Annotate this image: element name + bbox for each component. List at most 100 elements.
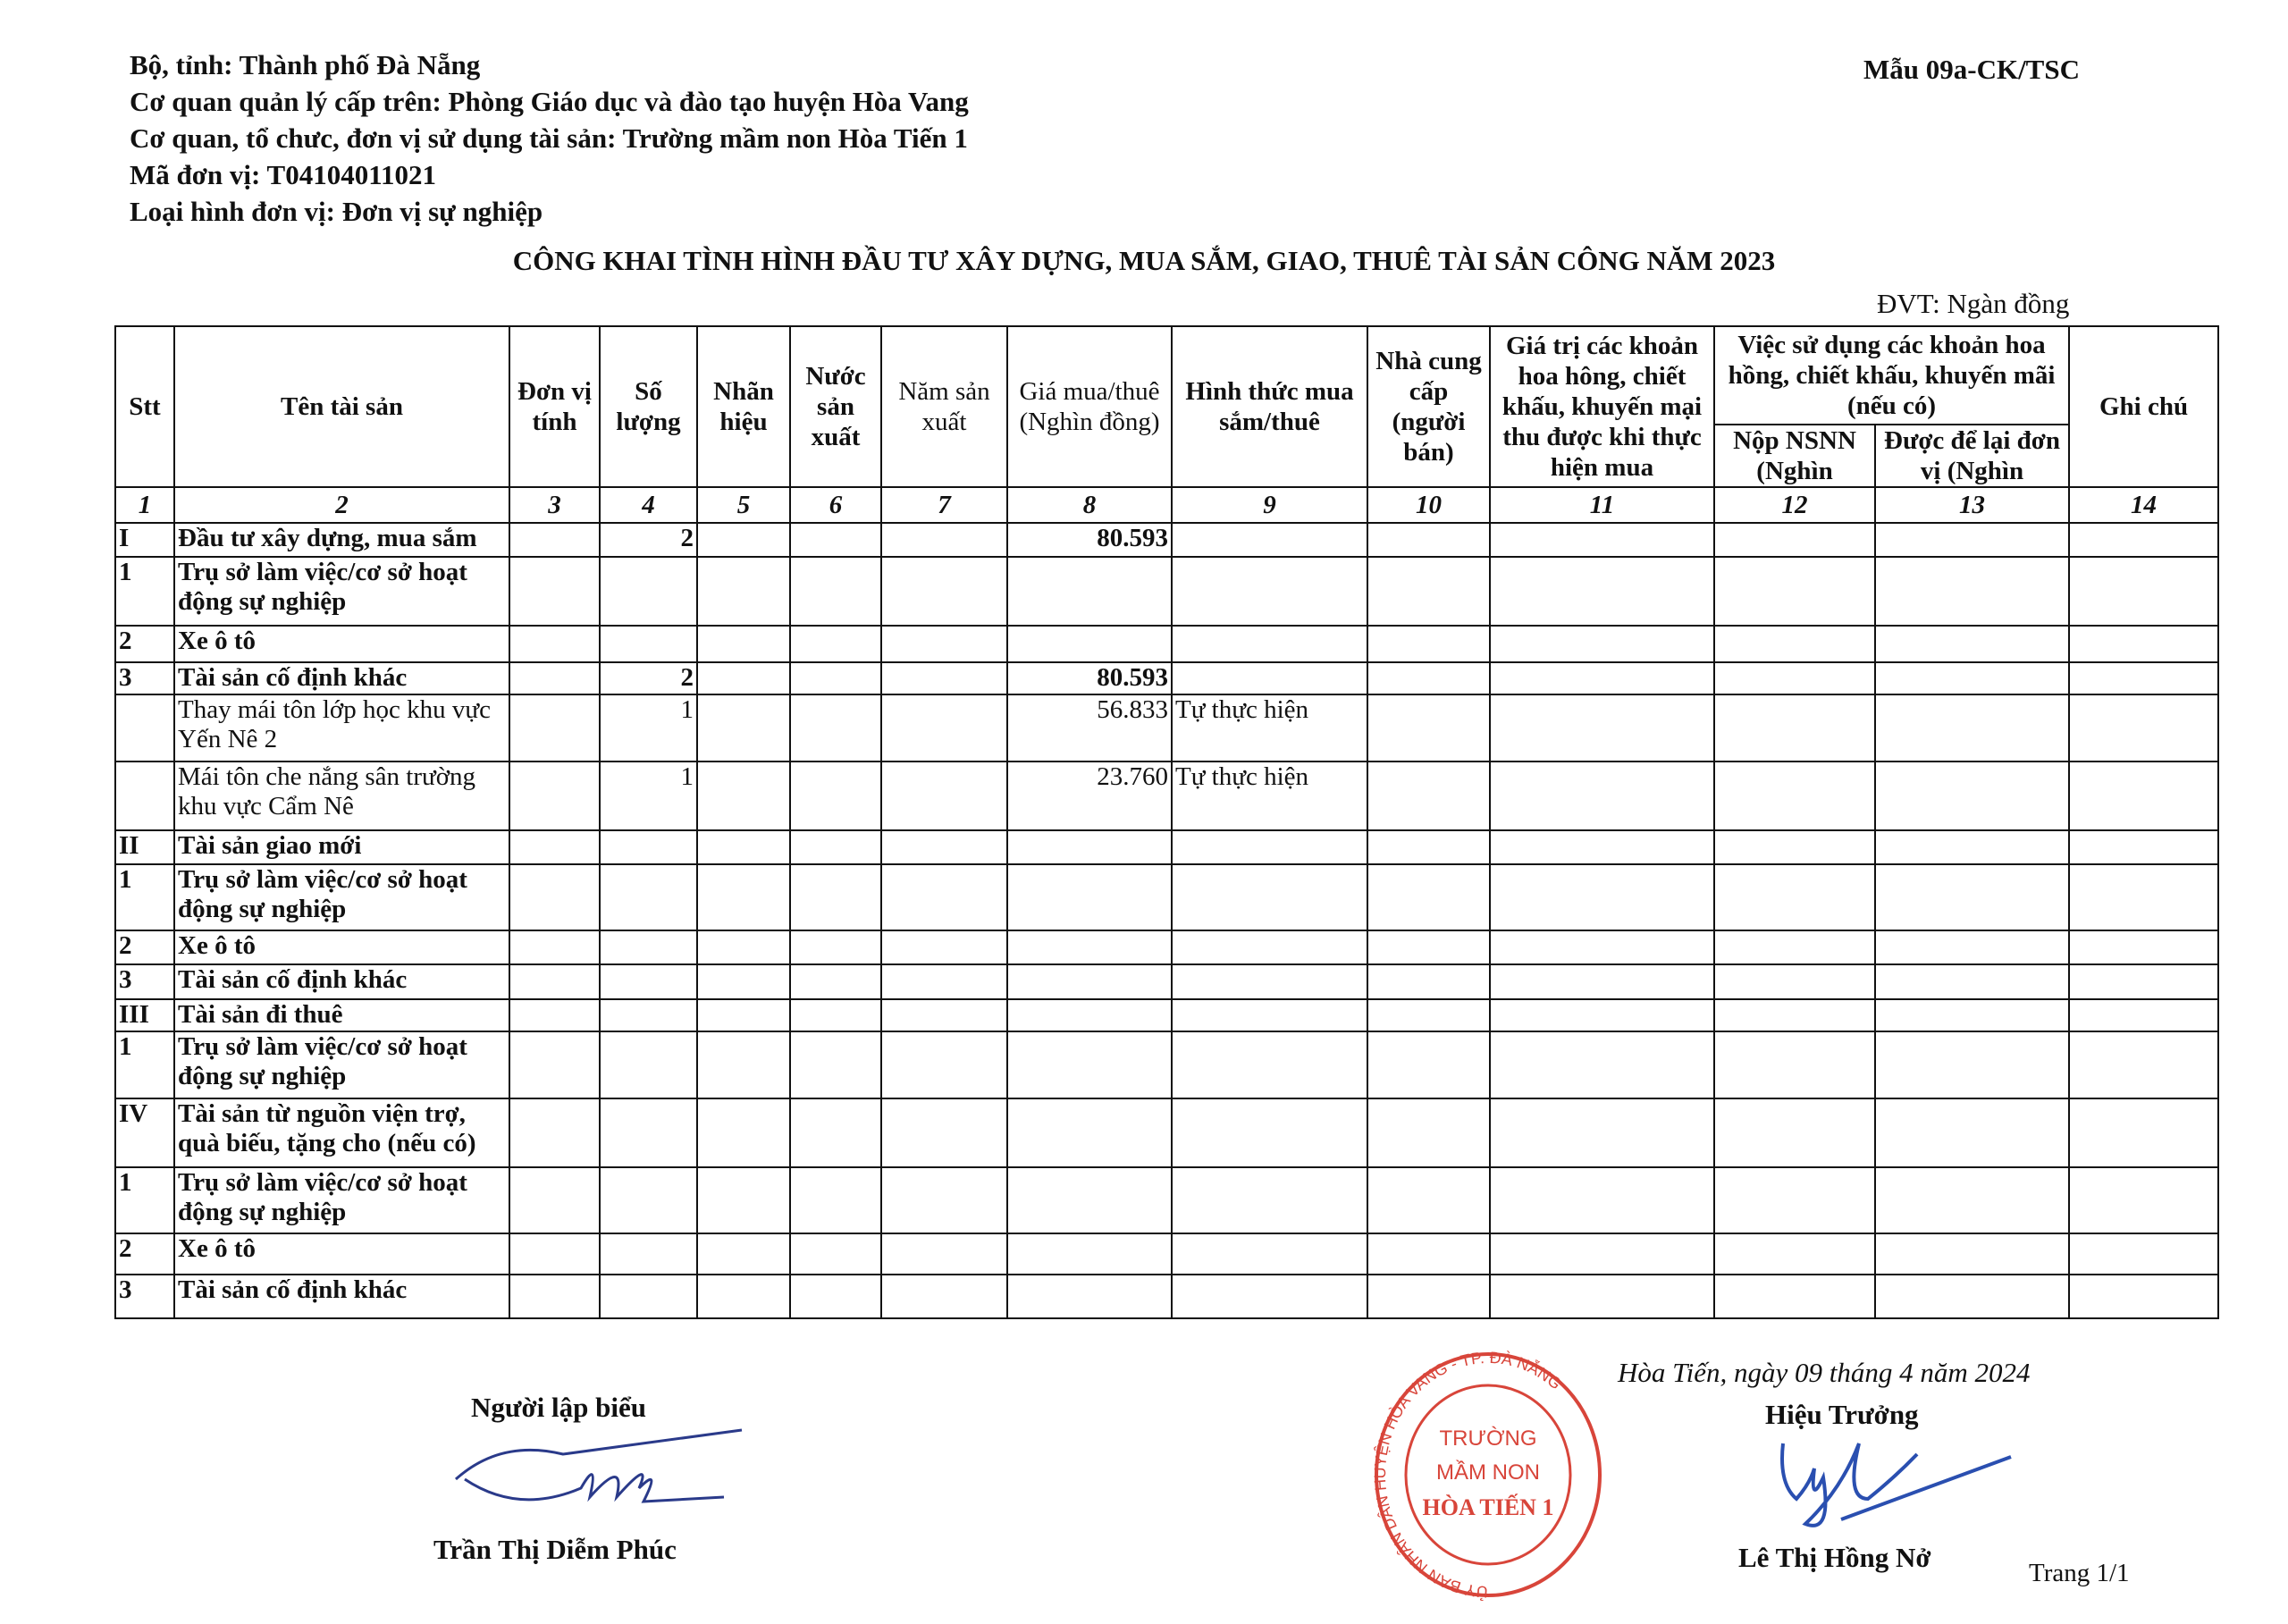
table-cell	[2068, 930, 2220, 965]
table-cell	[1367, 829, 1491, 865]
official-stamp-icon: ỦY BAN NHÂN DÂN HUYỆN HÒA VANG - TP. ĐÀ …	[1372, 1349, 1602, 1602]
principal-name: Lê Thị Hồng Nở	[1738, 1542, 1931, 1573]
table-cell	[2068, 963, 2220, 1000]
table-cell	[789, 829, 882, 865]
table-cell	[1367, 930, 1491, 965]
table-cell	[1171, 625, 1368, 663]
col-unit: Đơn vị tính	[509, 325, 601, 488]
table-cell	[1489, 998, 1715, 1032]
table-cell	[1367, 1166, 1491, 1234]
col-country: Nước sản xuất	[789, 325, 882, 488]
table-cell: Tài sản đi thuê	[173, 998, 510, 1032]
table-row: 1 Trụ sở làm việc/cơ sở hoạt động sự nghi…	[114, 1031, 2220, 1099]
table-cell: Tài sản từ nguồn viện trợ, quà biếu, tặn…	[173, 1098, 510, 1168]
table-cell	[880, 661, 1008, 695]
table-cell	[1171, 1166, 1368, 1234]
table-cell	[2068, 1166, 2220, 1234]
table-row: Thay mái tôn lớp học khu vực Yến Nê 2 1 56…	[114, 694, 2220, 762]
table-cell: 3	[114, 963, 175, 1000]
table-cell	[509, 556, 601, 627]
form-code: Mẫu 09a-CK/TSC	[1863, 54, 2080, 85]
table-row: III Tài sản đi thuê	[114, 998, 2220, 1032]
table-cell	[1873, 930, 2071, 965]
table-cell	[1171, 1233, 1368, 1275]
table-cell	[1489, 556, 1715, 627]
table-cell	[880, 998, 1008, 1032]
table-row: Mái tôn che nắng sân trường khu vực Cẩm …	[114, 761, 2220, 831]
table-cell: 80.593	[1006, 661, 1173, 695]
table-body: 1 2 3 4 5 6 7 8 9 10 11 12 13 14 I Đầu tư xây dựng, mua…	[114, 486, 2220, 1319]
table-cell	[599, 625, 698, 663]
column-number: 11	[1489, 486, 1715, 524]
table-cell	[1489, 761, 1715, 831]
table-cell: Tài sản cố định khác	[173, 661, 510, 695]
table-cell: 1	[599, 761, 698, 831]
table-cell	[789, 761, 882, 831]
table-cell	[880, 829, 1008, 865]
col-form: Hình thức mua sắm/thuê	[1171, 325, 1368, 488]
table-cell	[1171, 661, 1368, 695]
col-stt: Stt	[114, 325, 175, 488]
preparer-name: Trần Thị Diễm Phúc	[433, 1534, 677, 1565]
table-cell	[1873, 1233, 2071, 1275]
table-cell	[880, 556, 1008, 627]
table-cell	[1489, 930, 1715, 965]
table-cell: Tài sản cố định khác	[173, 1274, 510, 1319]
table-cell	[1489, 1031, 1715, 1099]
column-number: 4	[599, 486, 698, 524]
table-cell	[509, 998, 601, 1032]
table-cell	[509, 930, 601, 965]
document-title: CÔNG KHAI TÌNH HÌNH ĐẦU TƯ XÂY DỰNG, MUA…	[512, 245, 1776, 276]
table-cell	[1713, 998, 1876, 1032]
table-cell: 23.760	[1006, 761, 1173, 831]
table-cell	[696, 1166, 791, 1234]
table-cell	[1489, 522, 1715, 558]
table-cell	[1367, 863, 1491, 931]
table-cell	[696, 661, 791, 695]
table-cell	[509, 1031, 601, 1099]
table-cell	[1367, 556, 1491, 627]
table-cell: 1	[114, 1031, 175, 1099]
table-cell	[1873, 522, 2071, 558]
table-cell	[880, 1166, 1008, 1234]
table-cell: 56.833	[1006, 694, 1173, 762]
table-cell: 3	[114, 1274, 175, 1319]
header-province: Bộ, tỉnh: Thành phố Đà Nẵng	[130, 49, 481, 80]
table-cell	[1713, 522, 1876, 558]
table-cell	[880, 963, 1008, 1000]
table-cell: Xe ô tô	[173, 930, 510, 965]
table-cell: 1	[114, 1166, 175, 1234]
column-number: 12	[1713, 486, 1876, 524]
table-cell: Xe ô tô	[173, 1233, 510, 1275]
table-cell	[789, 998, 882, 1032]
table-cell	[789, 522, 882, 558]
table-cell	[696, 761, 791, 831]
table-cell	[696, 1274, 791, 1319]
preparer-signature-icon	[454, 1428, 743, 1503]
table-cell	[1489, 625, 1715, 663]
table-row: IV Tài sản từ nguồn viện trợ, quà biếu, t…	[114, 1098, 2220, 1168]
table-row: 2 Xe ô tô	[114, 930, 2220, 965]
table-cell	[599, 829, 698, 865]
table-cell	[2068, 694, 2220, 762]
table-cell	[696, 625, 791, 663]
column-number: 8	[1006, 486, 1173, 524]
table-cell	[1489, 1233, 1715, 1275]
table-cell	[1873, 556, 2071, 627]
table-cell	[1367, 1031, 1491, 1099]
table-cell	[696, 1031, 791, 1099]
table-cell: 2	[599, 661, 698, 695]
table-cell	[1713, 694, 1876, 762]
table-cell: Trụ sở làm việc/cơ sở hoạt động sự nghiệ…	[173, 863, 510, 931]
table-cell	[1171, 963, 1368, 1000]
table-cell	[509, 694, 601, 762]
table-cell	[880, 625, 1008, 663]
table-cell	[1713, 1274, 1876, 1319]
col-commission-use: Việc sử dụng các khoản hoa hồng, chiết k…	[1712, 325, 2071, 425]
table-cell	[1171, 1098, 1368, 1168]
col-year: Năm sản xuất	[880, 325, 1008, 488]
table-cell	[696, 694, 791, 762]
table-cell	[1489, 1274, 1715, 1319]
table-cell	[2068, 761, 2220, 831]
table-cell	[599, 1166, 698, 1234]
